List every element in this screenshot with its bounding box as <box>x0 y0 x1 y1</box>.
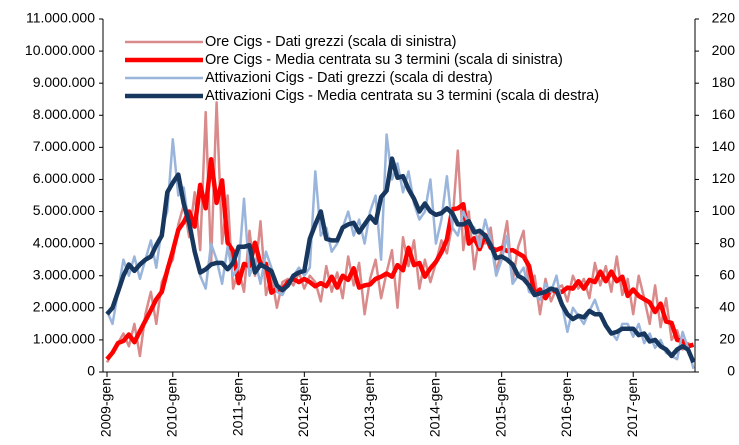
x-tick-label: 2011-gen <box>229 378 245 436</box>
legend-label: Ore Cigs - Dati grezzi (scala di sinistr… <box>205 34 456 50</box>
legend-label: Attivazioni Cigs - Dati grezzi (scala di… <box>205 70 493 86</box>
y2-tick-label: 200 <box>712 42 736 58</box>
y-tick-label: 10.000.000 <box>25 42 95 58</box>
x-tick-label: 2014-gen <box>427 378 443 437</box>
y-tick-label: 9.000.000 <box>33 74 95 90</box>
y-tick-label: 7.000.000 <box>33 138 95 154</box>
y-tick-label: 4.000.000 <box>33 234 95 250</box>
y2-tick-label: 160 <box>712 106 736 122</box>
y-tick-label: 6.000.000 <box>33 170 95 186</box>
legend-label: Ore Cigs - Media centrata su 3 termini (… <box>205 52 563 68</box>
y2-tick-label: 40 <box>719 299 735 315</box>
x-tick-label: 2009-gen <box>98 378 114 437</box>
x-tick-label: 2017-gen <box>624 378 640 437</box>
y-tick-label: 8.000.000 <box>33 106 95 122</box>
y2-tick-label: 220 <box>712 10 736 26</box>
y-tick-label: 2.000.000 <box>33 299 95 315</box>
y-tick-label: 0 <box>87 363 95 379</box>
y-tick-label: 11.000.000 <box>26 10 95 26</box>
y2-tick-label: 120 <box>712 170 736 186</box>
legend-label: Attivazioni Cigs - Media centrata su 3 t… <box>205 88 599 104</box>
x-tick-label: 2013-gen <box>361 378 377 437</box>
x-tick-label: 2012-gen <box>295 378 311 437</box>
x-tick-label: 2016-gen <box>558 378 574 437</box>
y2-tick-label: 0 <box>727 363 735 379</box>
y2-tick-label: 80 <box>719 234 735 250</box>
y2-tick-label: 180 <box>712 74 736 90</box>
series-line <box>105 156 696 364</box>
y2-tick-label: 100 <box>712 202 736 218</box>
y-tick-label: 3.000.000 <box>33 266 95 282</box>
series-line <box>105 101 695 364</box>
series-line <box>105 156 695 361</box>
y2-tick-label: 140 <box>712 138 736 154</box>
y2-tick-label: 20 <box>719 331 735 347</box>
x-tick-label: 2015-gen <box>492 378 508 437</box>
y2-tick-label: 60 <box>719 266 735 282</box>
y-tick-label: 1.000.000 <box>33 331 95 347</box>
x-tick-label: 2010-gen <box>163 378 179 437</box>
y-tick-label: 5.000.000 <box>33 202 95 218</box>
